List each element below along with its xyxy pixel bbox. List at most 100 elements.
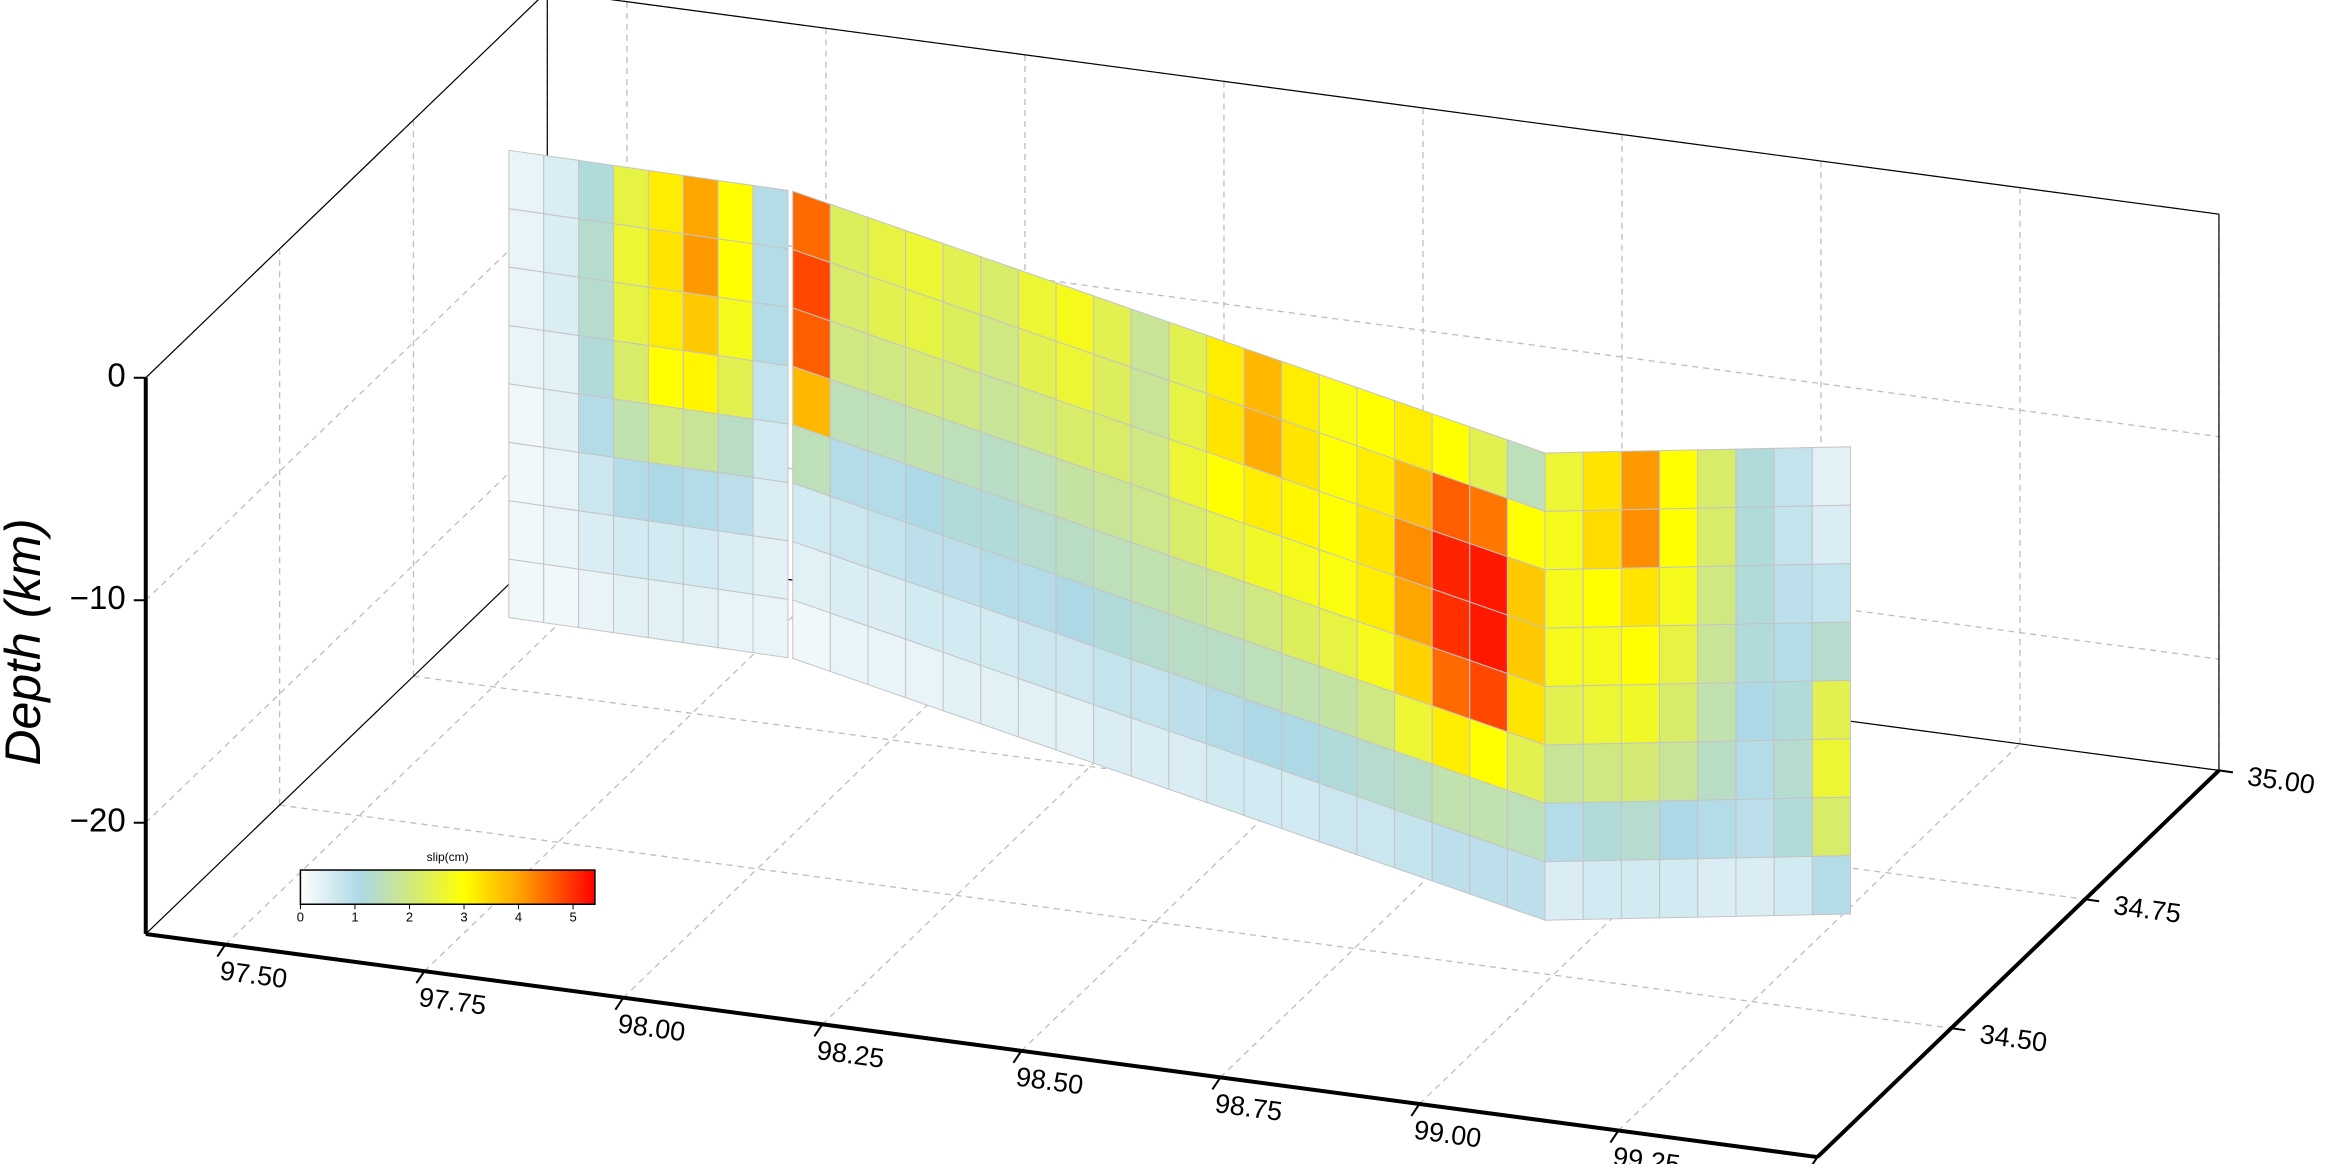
x-tick [1410, 1103, 1421, 1117]
slip-patch [508, 149, 545, 215]
slip-patch [543, 213, 580, 278]
x-tick [415, 970, 426, 984]
slip-patch [752, 535, 789, 600]
slip-patch [1659, 799, 1699, 860]
slip-patch [647, 228, 684, 293]
slip-patch [508, 500, 545, 565]
slip-patch [1773, 447, 1813, 508]
colorbar-tick-label: 0 [297, 910, 304, 925]
slip-patch [792, 599, 831, 673]
slip-patch [682, 350, 719, 415]
slip-patch [1620, 683, 1661, 744]
slip-patch [647, 520, 684, 585]
slip-patch [508, 441, 545, 507]
slip-patch [1544, 685, 1584, 746]
slip-patch [1735, 564, 1775, 625]
x-tick [1811, 1156, 1819, 1164]
slip-patch [1620, 566, 1661, 628]
slip-patch [1582, 450, 1622, 512]
slip-patch [508, 324, 545, 390]
slip-patch [508, 208, 545, 273]
slip-patch [752, 360, 789, 425]
slip-patch [717, 179, 754, 245]
x-tick-label: 98.75 [1213, 1088, 1284, 1127]
slip-patch [752, 476, 789, 542]
slip-patch [543, 446, 580, 512]
colorbar-tick-label: 1 [351, 910, 358, 925]
slip-patch [647, 578, 684, 644]
slip-patch [1697, 740, 1737, 801]
slip-patch [1506, 847, 1546, 921]
colorbar-tick-label: 4 [515, 910, 522, 925]
slip-patch [1205, 743, 1245, 817]
slip-patch [647, 286, 684, 352]
slip-patch [613, 573, 649, 639]
slip-patch [508, 266, 545, 332]
slip-patch [578, 510, 615, 575]
slip-patch [717, 296, 754, 362]
slip-patch [1356, 795, 1396, 869]
z-axis-label: Depth (km) [0, 518, 51, 765]
slip-patch [543, 563, 580, 629]
slip-patch [1697, 799, 1737, 860]
slip-patch [1544, 568, 1584, 629]
x-tick-label: 97.50 [218, 955, 289, 994]
slip-patch [1582, 626, 1622, 687]
y-tick [1951, 1027, 1966, 1032]
slip-patch [1811, 796, 1852, 857]
slip-patch [1055, 690, 1095, 764]
slip-patch [1168, 730, 1207, 804]
x-tick [216, 944, 227, 958]
slip-patch [1811, 679, 1852, 741]
slip-patch [1659, 741, 1699, 802]
slip-patch [1811, 855, 1852, 916]
slip-patch [1735, 506, 1775, 567]
slip-patch [717, 413, 754, 479]
slip-patch [1811, 738, 1852, 799]
slip-patch [1130, 717, 1170, 790]
slip-patch [1659, 449, 1699, 510]
colorbar-tick-label: 5 [569, 910, 576, 925]
slip-patch [1620, 508, 1661, 569]
slip-patch [578, 334, 615, 400]
box-edge [609, 0, 2220, 215]
slip-patch [1697, 448, 1737, 509]
slip-patch [682, 174, 719, 240]
y-tick-label: 34.75 [2112, 890, 2183, 929]
slip-patch [867, 625, 907, 699]
colorbar-label: slip(cm) [427, 850, 469, 864]
slip-patch [752, 243, 789, 308]
slip-patch [1544, 510, 1584, 571]
slip-patch [1735, 681, 1775, 742]
slip-patch [647, 345, 684, 410]
slip-patch [682, 291, 719, 357]
slip-patch [1582, 509, 1622, 570]
x-tick [1211, 1076, 1222, 1090]
slip-patch [1582, 801, 1622, 862]
slip-patch [752, 184, 789, 250]
x-axis [145, 932, 1818, 1160]
y-tick [2084, 898, 2100, 903]
slip-patch [647, 403, 684, 469]
slip-patch [717, 355, 754, 420]
slip-patch [1582, 567, 1622, 628]
slip-patch [1735, 798, 1775, 859]
slip-patch [1243, 756, 1283, 830]
slip-patch [1544, 743, 1584, 804]
box-edge [145, 546, 548, 935]
x-tick-label: 97.75 [417, 982, 488, 1021]
slip-patch [1620, 625, 1661, 686]
slip-patch [1697, 506, 1737, 568]
slip-patch [717, 588, 754, 654]
slip-patch [1431, 821, 1471, 895]
slip-patch [1620, 450, 1661, 511]
slip-patch [1659, 507, 1699, 568]
slip-patch [1582, 859, 1622, 920]
slip-patch [682, 583, 719, 649]
slip-patch [1697, 565, 1737, 626]
x-tick-label: 98.00 [616, 1009, 687, 1048]
slip-patch [1659, 682, 1699, 744]
floor-grid-line [1617, 743, 2021, 1131]
slip-patch [1697, 623, 1737, 684]
